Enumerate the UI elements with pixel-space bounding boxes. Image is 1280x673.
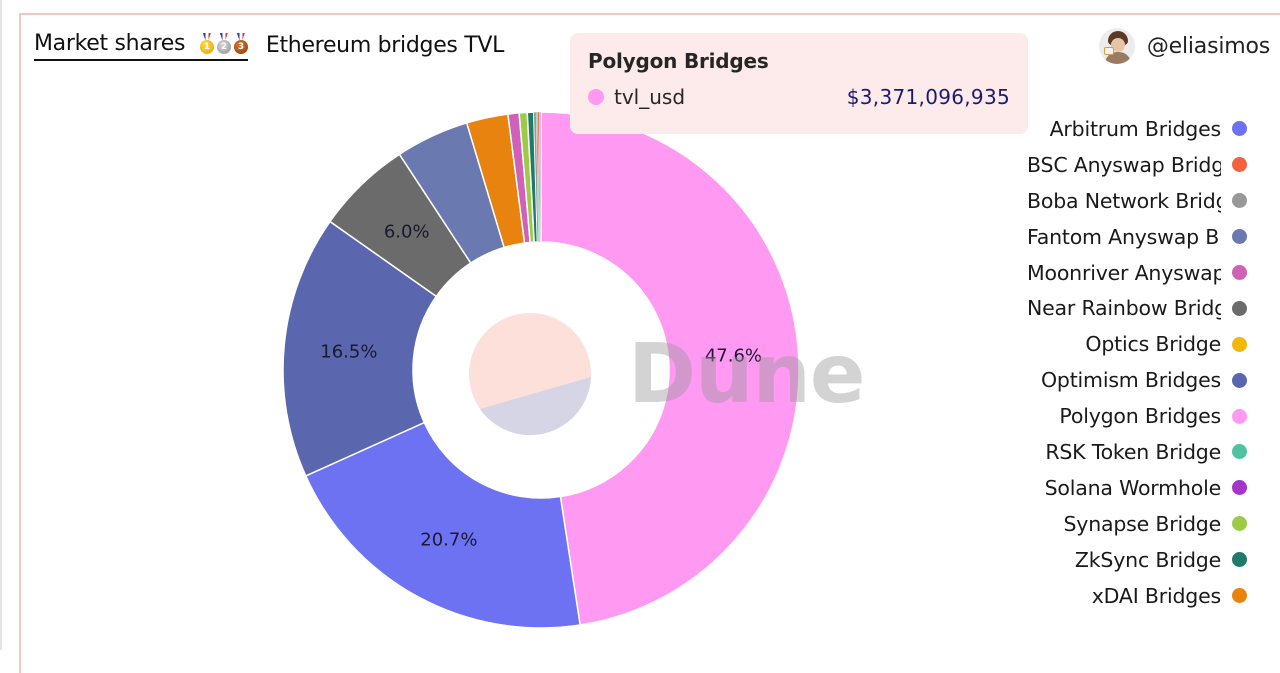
legend-color-dot-icon xyxy=(1232,157,1247,173)
pie-slice[interactable] xyxy=(282,220,438,477)
legend-item[interactable]: Synapse Bridge xyxy=(1007,506,1247,542)
chart-legend: Arbitrum Bridges BSC Anyswap Bridges Boba … xyxy=(1007,111,1247,613)
slice-percent-label: 6.0% xyxy=(384,221,430,242)
legend-label: BSC Anyswap Bridges xyxy=(1027,152,1221,177)
slice-percent-label: 16.5% xyxy=(320,342,377,363)
legend-color-dot-icon xyxy=(1232,408,1247,424)
legend-item[interactable]: Polygon Bridges xyxy=(1007,398,1247,434)
legend-item[interactable]: Boba Network Bridge xyxy=(1007,183,1247,219)
legend-color-dot-icon xyxy=(1232,300,1247,316)
bronze-medal-icon: 3 xyxy=(233,33,248,55)
donut-chart: 47.6% 20.7% 16.5% 6.0% xyxy=(282,111,800,629)
pie-slice[interactable] xyxy=(304,421,581,629)
legend-label: RSK Token Bridge xyxy=(1045,439,1221,464)
avatar[interactable] xyxy=(1098,28,1135,64)
gold-medal-icon: 1 xyxy=(199,33,214,55)
chart-title-link[interactable]: Market shares 1 2 3 xyxy=(34,30,248,61)
legend-color-dot-icon xyxy=(1232,516,1247,532)
pie-slice[interactable] xyxy=(540,111,800,626)
legend-color-dot-icon xyxy=(1232,336,1247,352)
dune-logo-icon xyxy=(469,313,591,436)
legend-item[interactable]: Arbitrum Bridges xyxy=(1007,111,1247,147)
legend-item[interactable]: Optics Bridge xyxy=(1007,326,1247,362)
legend-color-dot-icon xyxy=(1232,121,1247,137)
legend-item[interactable]: xDAI Bridges xyxy=(1007,578,1247,614)
legend-label: Optimism Bridges xyxy=(1040,368,1221,393)
legend-item[interactable]: Solana Wormhole xyxy=(1007,470,1247,506)
legend-item[interactable]: RSK Token Bridge xyxy=(1007,434,1247,470)
legend-label: ZkSync Bridge xyxy=(1074,547,1221,572)
legend-label: Optics Bridge xyxy=(1085,332,1221,357)
tooltip-value: $3,371,096,935 xyxy=(846,85,1010,109)
legend-label: Moonriver Anyswap Bridges xyxy=(1027,260,1221,285)
tooltip-key: tvl_usd xyxy=(614,85,686,109)
legend-label: Fantom Anyswap Bridges xyxy=(1027,224,1221,249)
medals: 1 2 3 xyxy=(199,33,248,55)
silver-medal-icon: 2 xyxy=(216,33,231,55)
chart-tooltip: Polygon Bridges tvl_usd $3,371,096,935 xyxy=(570,33,1028,134)
author-link[interactable]: @eliasimos xyxy=(1098,28,1270,64)
legend-color-dot-icon xyxy=(1232,444,1247,460)
tooltip-row: tvl_usd $3,371,096,935 xyxy=(588,85,1010,109)
page-edge xyxy=(0,0,2,650)
legend-label: xDAI Bridges xyxy=(1091,583,1221,608)
legend-label: Solana Wormhole xyxy=(1044,475,1221,500)
tooltip-title: Polygon Bridges xyxy=(588,49,769,73)
legend-label: Boba Network Bridge xyxy=(1027,188,1221,213)
legend-label: Arbitrum Bridges xyxy=(1049,116,1221,141)
tooltip-color-dot-icon xyxy=(588,89,604,105)
legend-item[interactable]: ZkSync Bridge xyxy=(1007,542,1247,578)
legend-item[interactable]: Fantom Anyswap Bridges xyxy=(1007,219,1247,255)
pie-slice[interactable] xyxy=(539,111,542,243)
legend-color-dot-icon xyxy=(1232,588,1247,604)
legend-item[interactable]: Moonriver Anyswap Bridges xyxy=(1007,255,1247,291)
slice-percent-label: 20.7% xyxy=(420,530,477,551)
slice-percent-label: 47.6% xyxy=(705,345,762,366)
legend-color-dot-icon xyxy=(1232,229,1247,245)
legend-color-dot-icon xyxy=(1232,552,1247,568)
legend-item[interactable]: Near Rainbow Bridge xyxy=(1007,290,1247,326)
legend-color-dot-icon xyxy=(1232,480,1247,496)
legend-color-dot-icon xyxy=(1232,372,1247,388)
legend-label: Synapse Bridge xyxy=(1063,511,1221,536)
legend-label: Polygon Bridges xyxy=(1059,404,1221,429)
chart-title: Market shares xyxy=(34,31,186,56)
chart-subtitle: Ethereum bridges TVL xyxy=(265,32,505,58)
legend-item[interactable]: Optimism Bridges xyxy=(1007,362,1247,398)
legend-color-dot-icon xyxy=(1232,265,1247,280)
author-handle[interactable]: @eliasimos xyxy=(1146,33,1270,59)
legend-color-dot-icon xyxy=(1232,193,1247,209)
legend-item[interactable]: BSC Anyswap Bridges xyxy=(1007,147,1247,183)
legend-label: Near Rainbow Bridge xyxy=(1027,296,1221,321)
chart-header: Market shares 1 2 3 Ethereum bridges TVL xyxy=(34,30,504,61)
